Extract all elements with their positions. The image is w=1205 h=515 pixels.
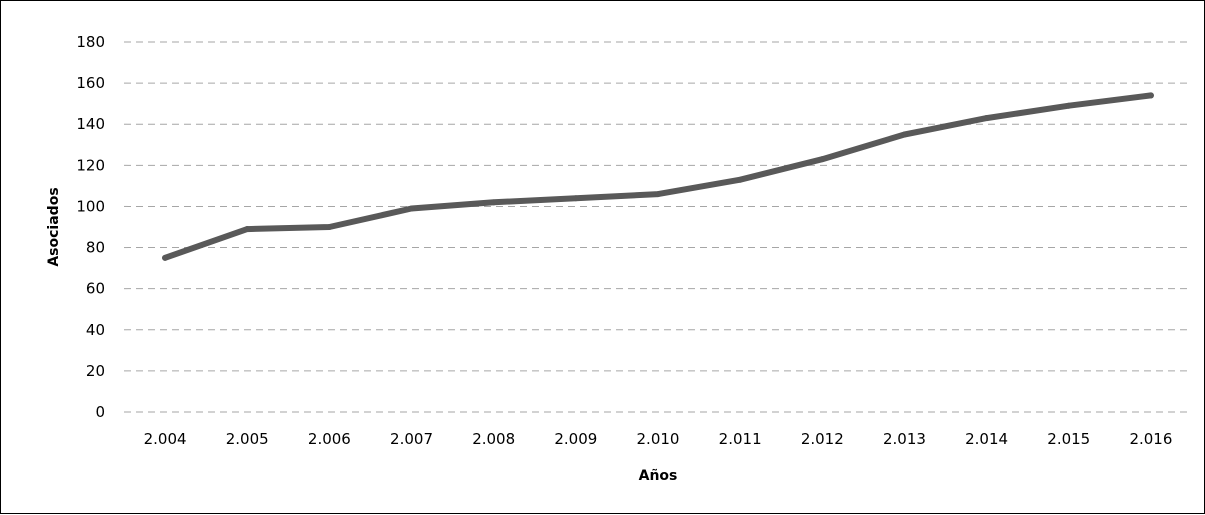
data-point: [244, 226, 251, 233]
x-tick-label: 2.012: [801, 430, 844, 448]
y-tick-label: 160: [76, 74, 105, 92]
data-point: [737, 176, 744, 183]
x-tick-label: 2.008: [472, 430, 515, 448]
data-point: [572, 195, 579, 202]
data-point: [655, 191, 661, 198]
x-tick-label: 2.009: [554, 430, 597, 448]
y-axis-title: Asociados: [46, 187, 62, 266]
y-tick-label: 80: [86, 239, 105, 257]
y-axis-ticks: 0 20 40 60 80 100 120 140 160 180: [76, 33, 105, 421]
x-tick-label: 2.011: [719, 430, 762, 448]
x-tick-label: 2.013: [883, 430, 926, 448]
y-tick-label: 40: [86, 321, 105, 339]
y-tick-label: 180: [76, 33, 105, 51]
x-tick-label: 2.007: [390, 430, 433, 448]
y-tick-label: 120: [76, 156, 105, 174]
gridlines: [124, 41, 1192, 413]
x-tick-label: 2.016: [1129, 430, 1172, 448]
y-tick-label: 20: [86, 362, 105, 380]
x-tick-label: 2.015: [1047, 430, 1090, 448]
y-tick-label: 0: [95, 403, 105, 421]
y-tick-label: 100: [76, 197, 105, 215]
data-point: [326, 224, 333, 230]
data-point: [1065, 102, 1072, 109]
x-axis-ticks: 2.004 2.005 2.006 2.007 2.008 2.009 2.010 2.011…: [144, 430, 1173, 448]
x-tick-label: 2.014: [965, 430, 1008, 448]
y-tick-label: 60: [86, 280, 105, 298]
series-lines: [162, 92, 1154, 261]
x-tick-label: 2.010: [637, 430, 680, 448]
x-tick-label: 2.004: [144, 430, 187, 448]
data-point: [490, 199, 497, 206]
data-point: [983, 115, 990, 122]
data-point: [408, 205, 415, 212]
x-axis-title: Años: [639, 468, 678, 484]
y-tick-label: 140: [76, 115, 105, 133]
x-tick-label: 2.005: [226, 430, 269, 448]
data-point: [162, 254, 169, 261]
data-point: [819, 156, 826, 163]
data-point: [901, 131, 908, 138]
series-line: [162, 92, 1154, 261]
data-point: [1147, 92, 1154, 99]
x-tick-label: 2.006: [308, 430, 351, 448]
